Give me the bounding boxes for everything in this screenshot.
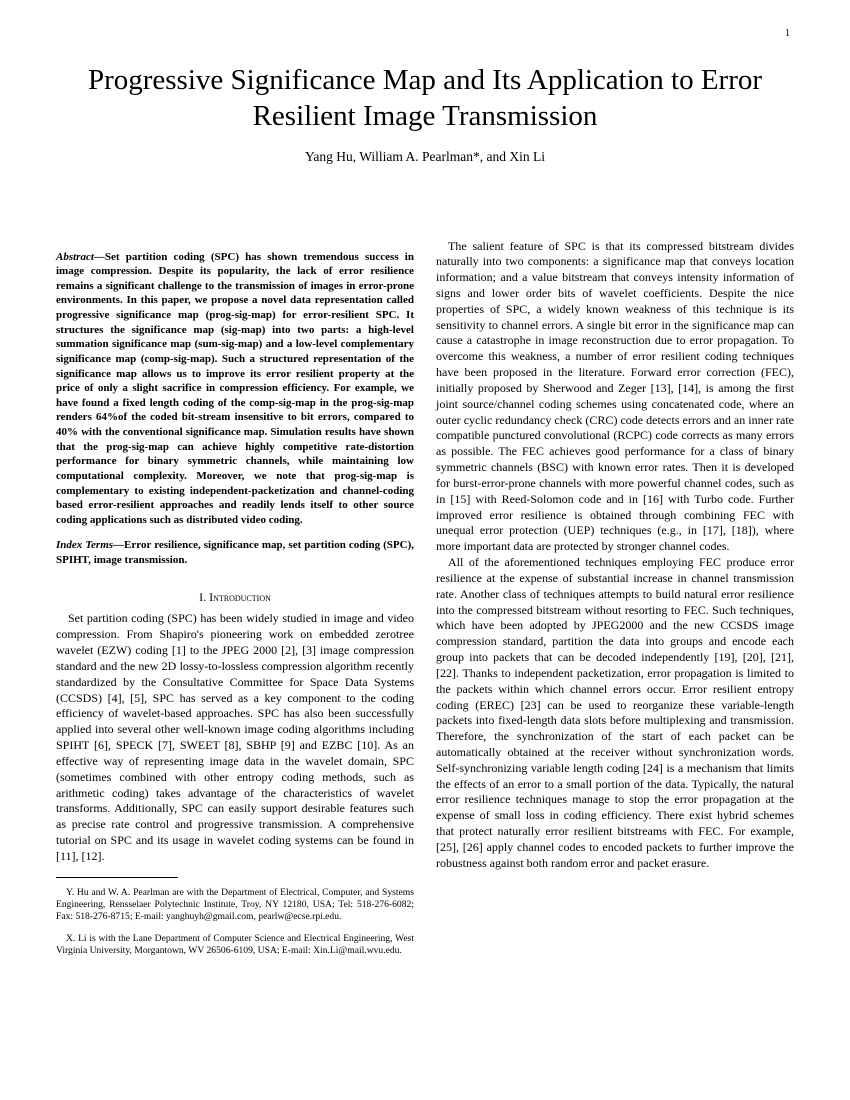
paper-page: 1 Progressive Significance Map and Its A…	[0, 0, 850, 1100]
col2-para-2: All of the aforementioned techniques emp…	[436, 555, 794, 872]
intro-paragraph: Set partition coding (SPC) has been wide…	[56, 611, 414, 864]
abstract-block: Abstract—Set partition coding (SPC) has …	[56, 250, 414, 528]
footnote-affiliation-2: X. Li is with the Lane Department of Com…	[56, 933, 414, 957]
abstract-lead: Abstract—	[56, 251, 105, 263]
section-1-heading: I. Introduction	[56, 590, 414, 606]
col2-para-1: The salient feature of SPC is that its c…	[436, 239, 794, 556]
two-column-body: Abstract—Set partition coding (SPC) has …	[56, 239, 794, 967]
index-terms-lead: Index Terms—	[56, 539, 124, 551]
page-number: 1	[785, 28, 790, 39]
footnote-affiliation-1: Y. Hu and W. A. Pearlman are with the De…	[56, 887, 414, 923]
authors-line: Yang Hu, William A. Pearlman*, and Xin L…	[56, 149, 794, 165]
column-left: Abstract—Set partition coding (SPC) has …	[56, 239, 414, 967]
column-right: The salient feature of SPC is that its c…	[436, 239, 794, 967]
paper-title: Progressive Significance Map and Its App…	[66, 62, 784, 135]
abstract-text: Set partition coding (SPC) has shown tre…	[56, 251, 414, 526]
index-terms-block: Index Terms—Error resilience, significan…	[56, 538, 414, 567]
footnote-separator	[56, 877, 178, 878]
